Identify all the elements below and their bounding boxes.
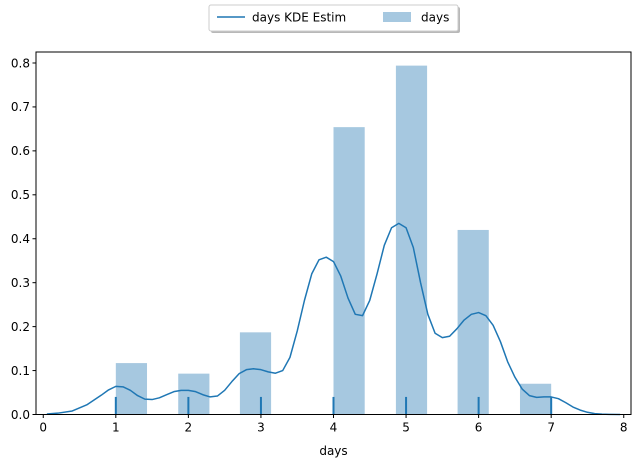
histogram-bar-3 [239, 332, 272, 415]
x-axis-ticks: 0 1 2 3 4 5 6 7 8 [39, 414, 628, 435]
legend-box [208, 4, 459, 32]
rug-marks [114, 396, 553, 415]
x-tick-label-3: 3 [257, 421, 265, 435]
x-tick-label-8: 8 [620, 421, 628, 435]
x-tick-label-6: 6 [475, 421, 483, 435]
x-tick-label-4: 4 [330, 421, 338, 435]
y-tick-label-7: 0.7 [11, 100, 30, 114]
y-tick-label-0: 0.0 [11, 408, 30, 422]
legend: days KDE Estim days [208, 4, 460, 33]
legend-kde-label: days KDE Estim [252, 11, 346, 25]
y-tick-label-6: 0.6 [11, 144, 30, 158]
histogram-bar-1 [115, 363, 148, 415]
x-tick-label-1: 1 [112, 421, 120, 435]
y-tick-label-8: 0.8 [11, 56, 30, 70]
y-tick-label-5: 0.5 [11, 188, 30, 202]
histogram-bar-2 [178, 373, 210, 415]
y-tick-label-1: 0.1 [11, 364, 30, 378]
legend-bars-swatch [383, 12, 411, 22]
kde-line [46, 222, 621, 416]
x-tick-label-2: 2 [185, 421, 193, 435]
x-tick-label-5: 5 [402, 421, 410, 435]
x-tick-label-0: 0 [39, 421, 47, 435]
y-tick-label-3: 0.3 [11, 276, 30, 290]
histogram-bar-7 [519, 383, 552, 415]
legend-bars-label: days [421, 11, 449, 25]
kde-line-layer [46, 222, 621, 416]
x-axis-label: days [319, 444, 347, 458]
y-axis-ticks: 0.0 0.1 0.2 0.3 0.4 0.5 0.6 0.7 0.8 [11, 56, 36, 422]
y-tick-label-4: 0.4 [11, 232, 30, 246]
x-tick-label-7: 7 [547, 421, 555, 435]
y-tick-label-2: 0.2 [11, 320, 30, 334]
histogram-bar-5 [395, 65, 428, 415]
